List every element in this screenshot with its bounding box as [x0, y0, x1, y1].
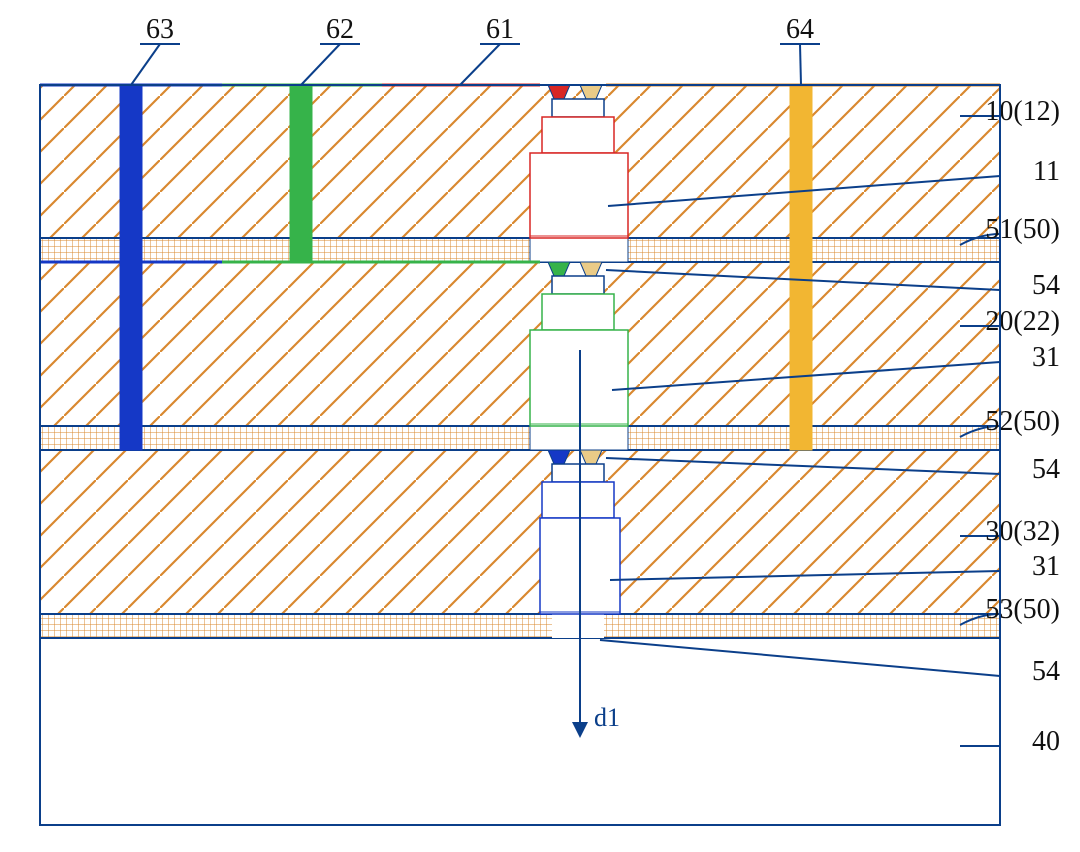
label-53_50: 53(50) — [985, 594, 1060, 625]
label-62: 62 — [326, 14, 354, 45]
arrow-label: d1 — [594, 703, 620, 732]
label-31a: 31 — [1032, 342, 1060, 373]
label-51_50: 51(50) — [985, 214, 1060, 245]
label-10_12: 10(12) — [985, 96, 1060, 127]
label-11: 11 — [1033, 156, 1060, 187]
label-61: 61 — [486, 14, 514, 45]
mesh52-mesh — [40, 426, 1000, 450]
layer40 — [40, 638, 1000, 825]
label-64: 64 — [786, 14, 814, 45]
label-40: 40 — [1032, 726, 1060, 757]
bar62 — [290, 85, 312, 262]
leader-61 — [460, 44, 500, 85]
label-54b: 54 — [1032, 454, 1060, 485]
label-31b: 31 — [1032, 551, 1060, 582]
bar64 — [790, 85, 812, 450]
mesh51-mesh — [40, 238, 1000, 262]
label-54c: 54 — [1032, 656, 1060, 687]
leader-64 — [800, 44, 801, 85]
label-30_32: 30(32) — [985, 516, 1060, 547]
label-20_22: 20(22) — [985, 306, 1060, 337]
label-63: 63 — [146, 14, 174, 45]
leader-63 — [131, 44, 160, 85]
mesh53-mesh — [40, 614, 1000, 638]
layer10-hatched — [40, 85, 1000, 238]
label-54a: 54 — [1032, 270, 1060, 301]
technical-cross-section-diagram: d1 63 62 61 64 10(12) 11 51(50) 54 20(22) 31 52(50)… — [0, 0, 1080, 852]
layer30-hatched — [40, 450, 1000, 614]
label-52_50: 52(50) — [985, 406, 1060, 437]
bar63 — [120, 85, 142, 450]
leader-62 — [301, 44, 340, 85]
layer20-hatched — [40, 262, 1000, 426]
